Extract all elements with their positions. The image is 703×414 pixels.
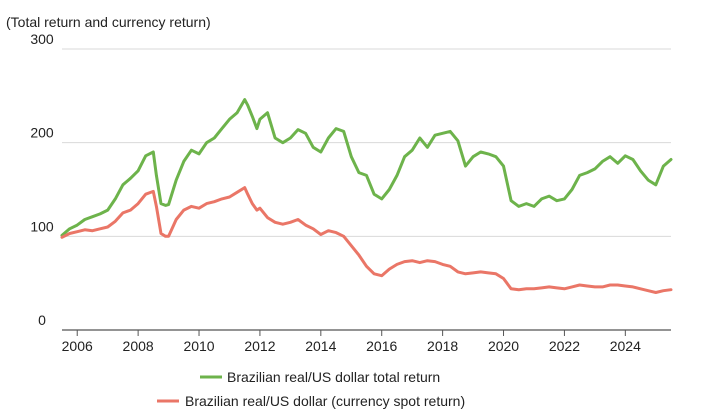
chart-subtitle: (Total return and currency return): [6, 14, 211, 30]
x-tick-label: 2012: [244, 338, 275, 354]
x-tick-label: 2008: [123, 338, 154, 354]
x-axis: 2006 2008 2010 2012 2014 2016 2018 2020 2022 2024: [62, 330, 641, 354]
y-tick-label: 300: [30, 31, 54, 47]
x-tick-label: 2014: [305, 338, 336, 354]
grid: [62, 48, 671, 331]
series-line-1: [60, 98, 673, 237]
legend-label-2: Brazilian real/US dollar (currency spot …: [185, 393, 465, 409]
x-tick-label: 2022: [549, 338, 580, 354]
x-tick-label: 2010: [183, 338, 214, 354]
y-tick-label: 0: [38, 312, 46, 328]
y-tick-label: 100: [30, 218, 54, 234]
y-axis: 0 100 200 300: [30, 31, 54, 328]
x-tick-label: 2018: [427, 338, 458, 354]
series-line-2: [60, 186, 673, 294]
series-group: [60, 98, 673, 294]
legend: Brazilian real/US dollar total return Bra…: [157, 369, 465, 409]
y-tick-label: 200: [30, 125, 54, 141]
x-tick-label: 2020: [488, 338, 519, 354]
x-tick-label: 2024: [610, 338, 641, 354]
x-tick-label: 2006: [62, 338, 93, 354]
legend-label-1: Brazilian real/US dollar total return: [227, 369, 440, 385]
x-tick-label: 2016: [366, 338, 397, 354]
